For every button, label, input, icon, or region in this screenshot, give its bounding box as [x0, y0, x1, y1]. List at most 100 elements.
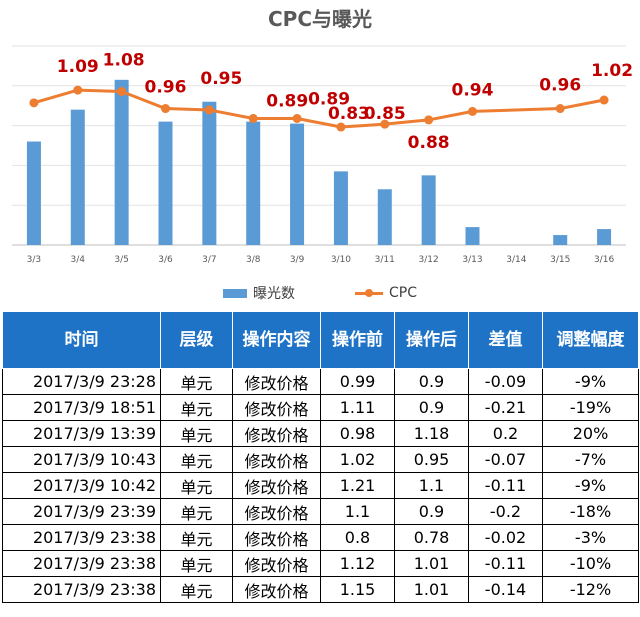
cell-before: 1.11 [320, 394, 395, 421]
cell-after: 0.9 [394, 498, 469, 525]
cell-operation: 修改价格 [232, 472, 321, 499]
table-row: 2017/3/9 23:38 单元 修改价格 0.8 0.78 -0.02 -3% [2, 524, 639, 551]
cpc-data-label: 0.89 [266, 91, 308, 111]
bar [202, 101, 217, 245]
cell-time: 2017/3/9 13:39 [2, 420, 161, 447]
cpc-point [599, 95, 609, 105]
header-time: 时间 [2, 311, 161, 369]
cell-operation: 修改价格 [232, 446, 321, 473]
cell-ratio: -19% [542, 394, 639, 421]
bar [158, 121, 173, 245]
chart-title: CPC与曝光 [268, 7, 372, 31]
x-tick-label: 3/5 [114, 255, 128, 265]
chart-area: CPC与曝光 3/3 3/4 3/5 3/6 3/7 3/8 3/9 3/10 3/11 3/12 3… [0, 7, 640, 304]
cell-before: 1.21 [320, 472, 395, 499]
x-tick-label: 3/3 [27, 255, 41, 265]
header-ratio: 调整幅度 [542, 311, 639, 369]
cell-ratio: 20% [542, 420, 639, 447]
cell-after: 0.9 [394, 368, 469, 395]
cell-time: 2017/3/9 23:38 [2, 550, 161, 577]
bar [553, 235, 568, 245]
cell-before: 1.12 [320, 550, 395, 577]
table-row: 2017/3/9 23:38 单元 修改价格 1.12 1.01 -0.11 -10% [2, 550, 639, 577]
legend-label-line: CPC [389, 285, 417, 301]
cpc-point [73, 85, 83, 95]
cell-after: 1.1 [394, 472, 469, 499]
cpc-point [161, 104, 170, 114]
cell-after: 1.01 [394, 550, 469, 577]
cell-level: 单元 [160, 524, 233, 551]
cell-operation: 修改价格 [232, 420, 321, 447]
cell-diff: 0.2 [468, 420, 543, 447]
cell-before: 0.8 [320, 524, 395, 551]
cell-ratio: -7% [542, 446, 639, 473]
cpc-point [468, 106, 477, 116]
cell-operation: 修改价格 [232, 550, 321, 577]
cell-operation: 修改价格 [232, 498, 321, 525]
cell-diff: -0.14 [468, 576, 543, 603]
cell-diff: -0.21 [468, 394, 543, 421]
bar [26, 141, 41, 245]
table-header-row: 时间 层级 操作内容 操作前 操作后 差值 调整幅度 [2, 311, 639, 369]
cell-time: 2017/3/9 23:28 [2, 368, 161, 395]
cpc-data-label: 1.02 [591, 61, 633, 81]
cpc-point [29, 98, 39, 108]
header-after: 操作后 [394, 311, 469, 369]
bar [377, 189, 392, 245]
bar [333, 171, 348, 245]
cell-operation: 修改价格 [232, 368, 321, 395]
cell-operation: 修改价格 [232, 576, 321, 603]
x-tick-label: 3/6 [158, 255, 173, 265]
cpc-data-label: 0.83 [328, 104, 370, 124]
cpc-data-label: 0.95 [200, 69, 242, 89]
cell-ratio: -10% [542, 550, 639, 577]
bar [114, 79, 129, 245]
cell-ratio: -9% [542, 368, 639, 395]
x-tick-label: 3/11 [375, 255, 395, 265]
cpc-data-label: 0.85 [364, 104, 406, 124]
cell-before: 1.02 [320, 446, 395, 473]
cpc-point [555, 104, 565, 114]
cell-time: 2017/3/9 18:51 [2, 394, 161, 421]
table-row: 2017/3/9 13:39 单元 修改价格 0.98 1.18 0.2 20% [2, 420, 639, 447]
cpc-point [380, 119, 390, 129]
cell-level: 单元 [160, 420, 233, 447]
cell-diff: -0.07 [468, 446, 543, 473]
table-row: 2017/3/9 23:39 单元 修改价格 1.1 0.9 -0.2 -18% [2, 498, 639, 525]
cpc-point [336, 122, 346, 132]
bar [290, 123, 305, 245]
operations-table: 时间 层级 操作内容 操作前 操作后 差值 调整幅度 2017/3/9 23:28 单元 修改价… [2, 311, 639, 603]
cell-ratio: -18% [542, 498, 639, 525]
x-tick-label: 3/15 [550, 255, 570, 265]
bar [465, 227, 480, 245]
cell-time: 2017/3/9 10:42 [2, 472, 161, 499]
cell-after: 0.9 [394, 394, 469, 421]
cpc-data-label: 0.96 [145, 78, 187, 98]
cpc-data-label: 0.94 [452, 80, 494, 100]
cell-level: 单元 [160, 498, 233, 525]
cell-ratio: -3% [542, 524, 639, 551]
table-row: 2017/3/9 18:51 单元 修改价格 1.11 0.9 -0.21 -19% [2, 394, 639, 421]
cell-diff: -0.2 [468, 498, 543, 525]
chart-legend: 曝光数 CPC [0, 282, 640, 304]
table-row: 2017/3/9 10:42 单元 修改价格 1.21 1.1 -0.11 -9% [2, 472, 639, 499]
bar [70, 109, 85, 246]
cell-after: 0.78 [394, 524, 469, 551]
x-tick-label: 3/12 [419, 255, 439, 265]
legend-item-bar: 曝光数 [223, 283, 295, 303]
header-before: 操作前 [320, 311, 395, 369]
legend-line-swatch [355, 288, 383, 297]
legend-bar-swatch [223, 288, 247, 298]
table-row: 2017/3/9 23:28 单元 修改价格 0.99 0.9 -0.09 -9% [2, 368, 639, 395]
cpc-point [424, 115, 434, 125]
x-tick-label: 3/4 [71, 255, 86, 265]
cell-time: 2017/3/9 23:38 [2, 576, 161, 603]
x-tick-label: 3/9 [290, 255, 305, 265]
cpc-data-label: 1.08 [103, 50, 145, 70]
x-tick-label: 3/14 [506, 255, 526, 265]
cell-ratio: -9% [542, 472, 639, 499]
cpc-point [248, 113, 258, 123]
cell-before: 1.15 [320, 576, 395, 603]
legend-item-line: CPC [355, 285, 417, 301]
cpc-point [292, 113, 302, 123]
